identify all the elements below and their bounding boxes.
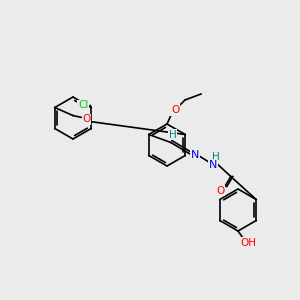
Text: O: O <box>217 185 225 196</box>
Text: Cl: Cl <box>78 100 88 110</box>
Text: N: N <box>190 149 199 160</box>
Text: OH: OH <box>240 238 256 248</box>
Text: H: H <box>169 130 177 140</box>
Text: O: O <box>171 105 179 115</box>
Text: O: O <box>83 115 91 124</box>
Text: H: H <box>212 152 220 161</box>
Text: N: N <box>208 160 217 170</box>
